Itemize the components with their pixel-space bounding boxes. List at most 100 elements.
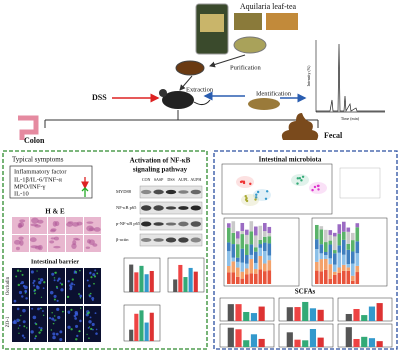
stack-segment	[328, 230, 333, 235]
mini-bar	[193, 271, 198, 292]
stain	[33, 288, 37, 292]
nucleus	[41, 310, 44, 312]
band	[140, 189, 152, 195]
stain	[75, 338, 78, 341]
stack-segment	[263, 251, 267, 264]
mini-bar	[345, 313, 352, 321]
mini-bar	[183, 277, 188, 292]
stain	[40, 307, 42, 310]
tissue	[13, 239, 21, 245]
stain	[52, 322, 55, 325]
nucleus	[24, 290, 28, 293]
nucleus	[89, 316, 92, 319]
stack-segment	[240, 278, 245, 284]
band	[140, 205, 152, 211]
stack-segment	[240, 248, 245, 263]
nucleus	[22, 284, 26, 288]
stack-segment	[333, 274, 337, 284]
stack-segment	[337, 224, 342, 234]
stack-segment	[254, 226, 258, 236]
stack-segment	[351, 280, 355, 284]
sample-point	[296, 177, 300, 180]
nucleus	[60, 288, 64, 292]
mini-bar	[345, 327, 352, 347]
stack-segment	[355, 227, 360, 242]
chromatogram-trace	[316, 43, 385, 113]
mini-bar	[144, 322, 149, 341]
stack-segment	[342, 221, 346, 232]
stack-segment	[245, 254, 249, 264]
stack-segment	[333, 232, 337, 237]
colon-icon	[18, 115, 39, 140]
sample-point	[317, 184, 320, 188]
nucleus	[38, 281, 42, 285]
stack-segment	[342, 231, 346, 240]
stack-segment	[337, 272, 342, 284]
nucleus	[59, 282, 62, 285]
stain	[50, 329, 53, 331]
stack-segment	[240, 222, 245, 231]
lane-label: AUPL	[178, 177, 189, 182]
stain	[24, 292, 27, 294]
mini-bar	[235, 329, 242, 347]
section-title: Intestinal barrier	[31, 258, 79, 265]
stack-segment	[337, 245, 342, 253]
nucleus	[30, 270, 34, 274]
stain	[70, 308, 73, 311]
stack-segment	[245, 274, 249, 284]
stack-segment	[328, 278, 333, 284]
stack-segment	[346, 249, 351, 265]
mini-bar	[129, 264, 134, 292]
section-title: SCFAs	[295, 288, 316, 296]
tea-leaves	[234, 13, 262, 30]
band	[153, 222, 164, 226]
band	[190, 237, 202, 243]
symptoms-box	[9, 165, 93, 199]
nucleus	[76, 334, 79, 338]
mini-bar	[302, 340, 309, 347]
stack-segment	[249, 254, 254, 260]
protein-label: β-actin	[116, 237, 129, 242]
mini-bar	[286, 332, 293, 347]
stack-segment	[240, 262, 245, 272]
nucleus	[32, 315, 37, 320]
stack-segment	[258, 239, 263, 245]
nucleus	[51, 317, 55, 321]
band	[178, 206, 189, 210]
stain	[70, 328, 73, 331]
stack-segment	[263, 242, 267, 252]
sample-point	[311, 188, 314, 192]
sample-point	[317, 188, 320, 191]
stack-segment	[333, 271, 337, 275]
nucleus	[56, 307, 60, 311]
fluorescence-image	[84, 268, 101, 304]
stack-segment	[346, 264, 351, 268]
stack-segment	[254, 251, 258, 263]
mini-bar	[353, 308, 360, 321]
leaf-bowl	[233, 36, 267, 54]
stack-segment	[319, 226, 324, 230]
mini-bar	[294, 339, 301, 347]
mini-bar	[243, 340, 250, 347]
mini-bar	[129, 329, 134, 341]
up-arrow-head	[81, 187, 89, 192]
stack-segment	[346, 267, 351, 271]
mini-bar	[250, 334, 258, 347]
nucleus	[57, 315, 61, 320]
lane-label: CON	[142, 177, 151, 182]
stack-segment	[254, 247, 258, 252]
nucleus	[86, 279, 89, 282]
sample-point	[244, 195, 247, 198]
stain-label: Occludin	[6, 276, 11, 295]
mini-bar	[139, 265, 144, 292]
sample-point	[244, 198, 248, 202]
nucleus	[59, 337, 63, 342]
stack-segment	[328, 240, 333, 245]
mouse	[162, 91, 194, 109]
nucleus	[53, 294, 57, 298]
stain	[66, 295, 70, 299]
mouse-tail	[193, 99, 211, 106]
mini-bar	[227, 327, 234, 347]
stain	[93, 282, 95, 285]
mini-bar	[235, 304, 242, 321]
